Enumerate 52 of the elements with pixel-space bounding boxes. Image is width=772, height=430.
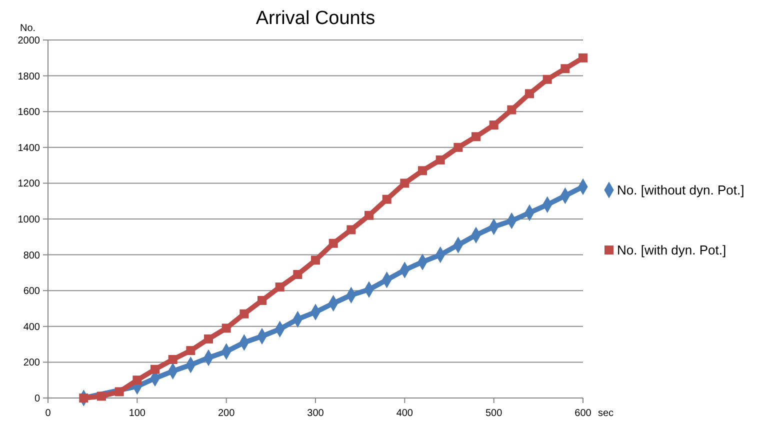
point	[186, 346, 196, 356]
legend-label: No. [with dyn. Pot.]	[617, 242, 726, 258]
x-tick-label: 100	[128, 408, 146, 419]
point	[525, 89, 534, 98]
point	[328, 238, 338, 248]
point	[97, 392, 106, 401]
legend-label: No. [without dyn. Pot.]	[617, 182, 744, 198]
y-tick-label: 1400	[18, 142, 40, 154]
y-tick-label: 200	[23, 358, 40, 369]
point	[346, 225, 356, 234]
point	[293, 270, 302, 279]
chart-title: Arrival Counts	[256, 8, 376, 29]
y-tick-label: 1200	[18, 178, 40, 190]
point	[204, 334, 213, 344]
y-tick-label: 1600	[18, 107, 40, 118]
point	[560, 64, 570, 74]
point	[578, 53, 588, 62]
y-tick-label: 600	[23, 286, 40, 298]
x-tick-label: 500	[485, 408, 503, 419]
point	[472, 132, 480, 142]
point	[364, 210, 374, 220]
x-tick-label: 400	[396, 408, 414, 419]
y-tick-label: 1000	[18, 214, 40, 226]
point	[150, 364, 160, 374]
point	[454, 142, 463, 152]
point	[132, 376, 142, 385]
y-tick-label: 0	[34, 394, 40, 404]
point	[222, 324, 231, 333]
x-axis-title: sec	[598, 408, 614, 419]
point	[436, 155, 445, 164]
x-tick-label: 200	[218, 408, 236, 419]
point	[258, 296, 266, 305]
x-tick-label: 600	[574, 408, 592, 419]
y-tick-label: 800	[23, 250, 40, 262]
point	[382, 194, 392, 204]
x-tick-label: 0	[45, 408, 52, 419]
y-tick-label: 2000	[18, 36, 40, 46]
point	[79, 394, 88, 402]
point	[275, 282, 284, 292]
point	[240, 309, 249, 318]
point	[114, 387, 124, 396]
y-tick-label: 1800	[18, 71, 40, 82]
point	[418, 166, 427, 176]
y-tick-label: 400	[23, 322, 40, 333]
point	[507, 105, 516, 114]
point	[168, 355, 178, 364]
y-axis-title: No.	[20, 23, 36, 34]
point	[542, 74, 552, 84]
x-tick-label: 300	[307, 408, 324, 419]
point	[311, 256, 320, 265]
point	[489, 120, 498, 130]
point	[400, 178, 410, 188]
